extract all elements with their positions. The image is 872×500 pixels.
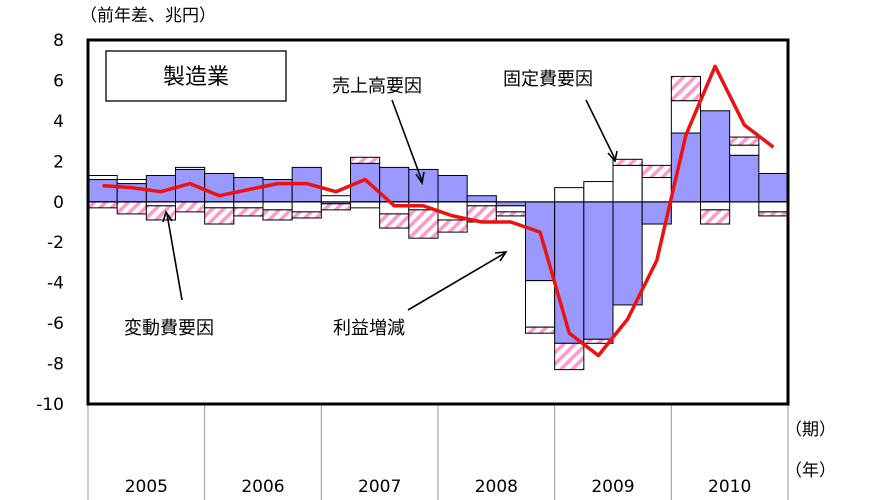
y-tick-label: -8: [47, 355, 64, 375]
arrow-profit: [407, 252, 506, 311]
year-label: 2009: [591, 477, 634, 497]
bars: [87, 75, 789, 371]
bar-fixed-cost-factor: [262, 201, 293, 211]
bar-sales-factor: [466, 195, 497, 203]
annotation-sales-factor: 売上高要因: [332, 76, 422, 97]
bar-variable-cost-factor: [495, 211, 527, 217]
y-tick-label: 2: [53, 152, 64, 172]
arrow-variable-head: [162, 210, 173, 223]
bar-variable-cost-factor: [554, 342, 585, 371]
bar-sales-factor: [437, 174, 468, 203]
bar-variable-cost-factor: [583, 338, 614, 344]
bar-fixed-cost-factor: [233, 201, 264, 209]
bar-fixed-cost-factor: [87, 174, 118, 181]
y-tick-labels: 8 6 4 2 0 -2 -4 -6 -8 -10: [36, 31, 64, 415]
bar-variable-cost-factor: [204, 207, 235, 225]
bar-variable-cost-factor: [525, 326, 556, 334]
bar-fixed-cost-factor: [175, 166, 206, 170]
bar-fixed-cost-factor: [350, 201, 381, 209]
bar-sales-factor: [758, 172, 789, 203]
y-tick-label: 0: [53, 193, 64, 213]
y-tick-label: -6: [47, 314, 64, 334]
annotation-profit-change: 利益増減: [333, 318, 405, 339]
bar-fixed-cost-factor: [291, 201, 322, 213]
bar-fixed-cost-factor: [116, 179, 147, 185]
bar-variable-cost-factor: [670, 75, 701, 102]
bar-variable-cost-factor: [145, 205, 176, 221]
bar-fixed-cost-factor: [525, 280, 556, 328]
year-axis-label: （年）: [785, 461, 836, 481]
chart-title: 製造業: [163, 65, 229, 90]
bar-variable-cost-factor: [350, 156, 381, 164]
annotation-fixed-cost-factor: 固定費要因: [503, 69, 593, 90]
year-label: 2006: [241, 477, 284, 497]
bar-variable-cost-factor: [320, 203, 352, 211]
bar-fixed-cost-factor: [554, 187, 585, 203]
profit-change-line: [102, 64, 775, 358]
year-label: 2008: [475, 477, 518, 497]
bar-sales-factor: [700, 110, 731, 203]
bar-fixed-cost-factor: [758, 201, 789, 213]
arrow-fixed-head: [607, 150, 618, 163]
bar-variable-cost-factor: [408, 209, 439, 239]
arrow-profit-head: [494, 251, 508, 262]
bar-sales-factor: [729, 154, 760, 203]
bar-fixed-cost-factor: [320, 195, 352, 203]
bar-variable-cost-factor: [641, 164, 672, 179]
bar-variable-cost-factor: [291, 211, 322, 219]
bar-variable-cost-factor: [700, 209, 731, 225]
title-box: [105, 50, 287, 102]
y-axis-label: （前年差、兆円）: [80, 6, 216, 26]
bar-fixed-cost-factor: [612, 164, 643, 203]
bar-sales-factor: [554, 201, 585, 344]
y-tick-label: -2: [47, 233, 64, 253]
y-tick-label: -10: [36, 395, 64, 415]
bar-variable-cost-factor: [758, 211, 789, 217]
year-label: 2005: [125, 477, 168, 497]
year-separators: 2005 2006 2007 2008 2009 2010: [87, 404, 789, 500]
year-label: 2007: [358, 477, 401, 497]
bar-sales-factor: [204, 172, 235, 203]
bar-variable-cost-factor: [262, 209, 293, 221]
annotation-arrows: [162, 99, 618, 311]
bar-variable-cost-factor: [379, 213, 410, 229]
bar-variable-cost-factor: [87, 201, 118, 209]
year-label: 2010: [708, 477, 751, 497]
bar-fixed-cost-factor: [204, 201, 235, 209]
bar-variable-cost-factor: [437, 219, 468, 233]
y-tick-label: 4: [53, 112, 64, 132]
bar-sales-factor: [670, 132, 701, 203]
bar-fixed-cost-factor: [641, 177, 672, 203]
bar-fixed-cost-factor: [670, 100, 701, 134]
y-tick-label: -4: [47, 274, 64, 294]
arrow-sales: [391, 99, 423, 182]
bar-variable-cost-factor: [612, 158, 643, 166]
arrow-sales-head: [415, 171, 425, 186]
bar-fixed-cost-factor: [700, 201, 731, 211]
plot-frame: [86, 38, 790, 406]
period-axis-label: （期）: [785, 420, 836, 440]
bar-fixed-cost-factor: [495, 205, 527, 213]
bar-fixed-cost-factor: [583, 181, 614, 203]
annotation-variable-cost-factor: 変動費要因: [124, 318, 214, 339]
bar-variable-cost-factor: [116, 201, 147, 215]
bar-variable-cost-factor: [175, 201, 206, 213]
bar-sales-factor: [583, 201, 614, 340]
bar-variable-cost-factor: [729, 136, 760, 146]
bar-fixed-cost-factor: [729, 144, 760, 156]
y-tick-label: 8: [53, 31, 64, 51]
arrow-variable: [166, 213, 183, 301]
y-tick-label: 6: [53, 71, 64, 91]
arrow-fixed: [585, 99, 616, 160]
bar-variable-cost-factor: [233, 207, 264, 217]
bar-sales-factor: [612, 201, 643, 306]
bar-sales-factor: [87, 179, 118, 203]
